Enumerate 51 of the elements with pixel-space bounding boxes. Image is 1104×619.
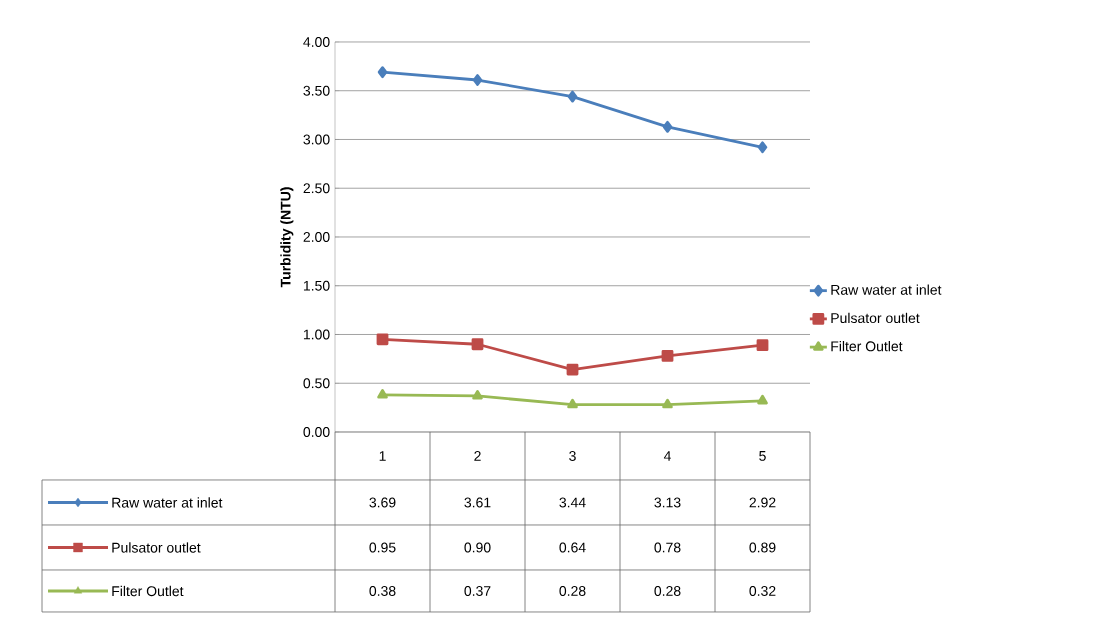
x-tick-label: 1 — [379, 451, 386, 461]
text: Filter Outlet — [112, 585, 184, 597]
data-label: 3.13 — [654, 497, 681, 508]
point — [567, 398, 578, 409]
point — [567, 90, 578, 103]
point — [756, 339, 769, 352]
point — [757, 394, 768, 405]
data-label: 0.95 — [369, 542, 396, 553]
y-tick-label: 2.50 — [303, 183, 330, 194]
data-label: 0.32 — [749, 586, 776, 596]
y-tick-label: 4.00 — [303, 37, 330, 47]
point — [471, 338, 484, 351]
point — [662, 398, 673, 409]
point — [662, 120, 673, 133]
data-label: 0.64 — [559, 542, 586, 553]
data-label: 3.44 — [559, 497, 586, 508]
x-tick-label: 2 — [474, 451, 481, 461]
y-tick-label: 1.50 — [303, 280, 330, 291]
point — [757, 141, 768, 154]
y-tick-label: 3.50 — [303, 85, 330, 96]
legend-label: Pulsator outlet — [831, 312, 920, 324]
text: Pulsator outlet — [112, 542, 201, 553]
y-tick-label: 3.00 — [303, 134, 330, 145]
x-tick-label: 3 — [569, 451, 576, 461]
point — [661, 350, 674, 362]
data-label: 0.37 — [464, 586, 491, 596]
point — [376, 333, 389, 346]
legend-label: Filter Outlet — [831, 341, 903, 352]
point — [377, 389, 388, 399]
data-label: 3.61 — [464, 497, 491, 508]
data-label: 0.78 — [654, 542, 681, 553]
y-axis-title: Turbidity (NTU) — [280, 187, 294, 288]
point — [472, 74, 483, 86]
legend-label: Raw water at inlet — [831, 284, 942, 295]
y-tick-label: 0.50 — [303, 378, 330, 389]
data-label: 0.38 — [369, 586, 396, 596]
data-label: 0.90 — [464, 542, 491, 553]
point — [472, 390, 483, 400]
point — [377, 66, 388, 79]
data-label: 0.28 — [654, 586, 681, 596]
x-tick-label: 5 — [759, 451, 766, 461]
x-tick-label: 4 — [663, 451, 671, 461]
data-label: 3.69 — [369, 497, 396, 508]
y-tick-label: 0.00 — [303, 427, 330, 437]
y-tick-label: 2.00 — [303, 232, 330, 242]
data-label: 2.92 — [749, 497, 776, 508]
point — [566, 363, 579, 376]
text: Raw water at inlet — [112, 497, 223, 508]
data-label: 0.89 — [749, 542, 776, 553]
data-label: 0.28 — [559, 586, 586, 596]
y-tick-label: 1.00 — [303, 329, 330, 340]
